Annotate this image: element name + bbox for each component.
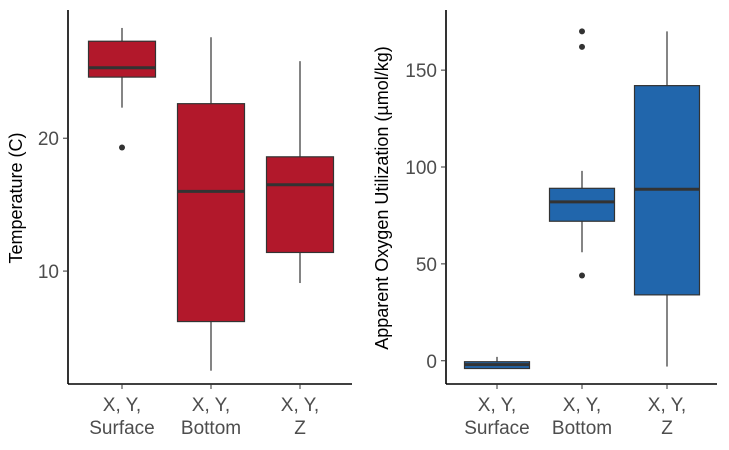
x-tick-label: X, Y, Surface [89, 395, 154, 439]
x-tick-label-line: X, Y, [478, 395, 516, 416]
y-axis-title: Apparent Oxygen Utilization (µmol/kg) [372, 46, 392, 350]
box-1 [548, 28, 616, 279]
x-tick-label-line: Z [294, 418, 306, 439]
outlier-point [119, 144, 125, 151]
x-tick-label-line: Bottom [552, 418, 612, 439]
x-tick-label-line: X, Y, [281, 395, 319, 416]
box-2 [265, 61, 335, 284]
box-2 [633, 31, 701, 367]
y-tick-label: 0 [426, 352, 437, 373]
x-tick-label-line: Surface [464, 418, 529, 439]
box-0 [463, 356, 531, 370]
x-tick-label-line: X, Y, [103, 395, 141, 416]
x-tick-label-line: Z [661, 418, 673, 439]
y-tick-label: 100 [405, 158, 437, 179]
x-tick-label-line: Bottom [181, 418, 241, 439]
x-tick-label: X, Y, Z [648, 395, 686, 439]
box-0 [87, 27, 157, 151]
x-tick-label: X, Y, Bottom [552, 395, 612, 439]
x-tick-label-line: X, Y, [192, 395, 230, 416]
x-tick-label: X, Y, Surface [464, 395, 529, 439]
iqr-box [87, 40, 157, 78]
outlier-point [579, 43, 585, 50]
iqr-box [176, 103, 246, 323]
y-tick-label: 150 [405, 61, 437, 82]
x-tick-label: X, Y, Bottom [181, 395, 241, 439]
x-tick-label: X, Y, Z [281, 395, 319, 439]
box-1 [176, 37, 246, 371]
iqr-box [265, 156, 335, 254]
outlier-point [579, 272, 585, 279]
y-tick-label: 20 [38, 129, 59, 150]
y-tick-label: 10 [38, 262, 59, 283]
outlier-point [579, 28, 585, 35]
x-tick-label-line: X, Y, [648, 395, 686, 416]
iqr-box [548, 187, 616, 222]
y-axis-title: Temperature (C) [6, 132, 26, 263]
x-tick-label-line: X, Y, [563, 395, 601, 416]
y-tick-label: 50 [416, 255, 437, 276]
x-tick-label-line: Surface [89, 418, 154, 439]
